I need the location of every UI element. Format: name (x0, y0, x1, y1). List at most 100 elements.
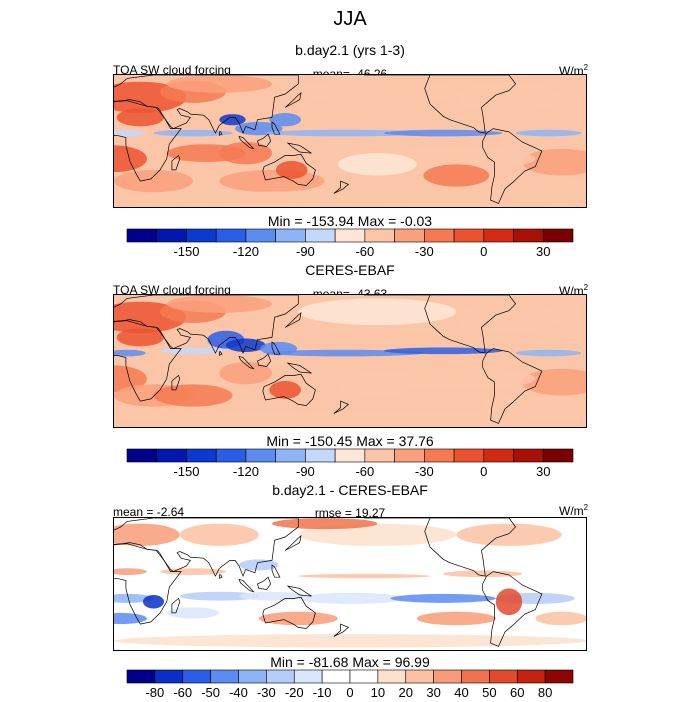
panel1-stats: Min = -153.94 Max = -0.03 (267, 213, 433, 229)
panel3-stats: Min = -81.68 Max = 96.99 (270, 654, 430, 670)
colorbar-bin (461, 669, 490, 684)
coastline-namerica (364, 75, 517, 134)
colorbar-tick-label: -50 (201, 685, 220, 700)
colorbar-bin (321, 669, 351, 684)
colorbar-bin (453, 448, 485, 463)
colorbar-tick-label: -90 (296, 244, 315, 259)
field-region (456, 523, 562, 546)
panel2-stats: Min = -150.45 Max = 37.76 (266, 433, 434, 449)
colorbar-bin (542, 228, 574, 243)
coastline-japan (284, 535, 302, 551)
panel2-map-svg (114, 295, 586, 427)
coastline-india_sl (218, 351, 223, 356)
colorbar-bin (275, 448, 306, 463)
colorbar-tick-label: -60 (173, 685, 192, 700)
coastline-samerica (482, 571, 543, 647)
coastline-africa (114, 100, 182, 182)
field-region (416, 611, 496, 626)
colorbar-bin (349, 669, 379, 684)
colorbar-tick-label: -10 (313, 685, 332, 700)
coastline-nz (333, 180, 350, 194)
colorbar-bin (516, 669, 546, 684)
colorbar-tick-label: -60 (355, 464, 374, 479)
colorbar-tick-label: -150 (173, 244, 199, 259)
field-region (153, 384, 233, 407)
colorbar-tick-label: 30 (536, 244, 550, 259)
coastline-nz (333, 400, 350, 414)
colorbar-bin (483, 228, 514, 243)
field-region (298, 78, 457, 106)
field-region (482, 395, 586, 418)
colorbar-tick-label: -40 (229, 685, 248, 700)
colorbar-bin (186, 228, 217, 243)
colorbar-bin (483, 448, 514, 463)
colorbar-tick-label: 60 (510, 685, 524, 700)
colorbar-bin (182, 669, 211, 684)
colorbar-tick-label: 0 (480, 464, 487, 479)
colorbar-bin (154, 669, 184, 684)
field-region (337, 373, 417, 396)
field-region (179, 591, 259, 601)
field-region (116, 108, 165, 127)
field-region (482, 175, 586, 198)
colorbar-bin (424, 228, 455, 243)
colorbar-tick-label: 50 (482, 685, 496, 700)
field-region (114, 411, 586, 425)
colorbar-tick-label: 30 (536, 464, 550, 479)
field-region (390, 593, 496, 603)
coastline-madagascar (171, 374, 181, 391)
coastline-india_sl (218, 131, 223, 136)
field-region (298, 298, 457, 326)
coastline-philippines (271, 121, 281, 135)
colorbar-bin (433, 669, 462, 684)
coastline-australia (262, 596, 316, 629)
colorbar-bin (305, 448, 336, 463)
coastline-eurasia (114, 518, 299, 578)
field-region (153, 129, 233, 137)
panel1-map-svg (114, 75, 586, 207)
coastline-africa (114, 320, 182, 402)
field-region (160, 347, 226, 355)
colorbar-tick-label: -20 (285, 685, 304, 700)
colorbar-bin (238, 669, 267, 684)
colorbar-bin (215, 448, 247, 463)
coastline-india_sl (218, 574, 223, 579)
coastline-borneo (257, 353, 272, 367)
field-region (166, 144, 246, 163)
panel3-unit: W/m2 (559, 503, 589, 518)
panel3-map-svg (114, 518, 586, 650)
panel3-map (113, 517, 587, 651)
coastline-newguinea (286, 585, 312, 597)
colorbar-tick-label: -120 (233, 464, 259, 479)
field-region (142, 595, 165, 609)
field-region (114, 634, 586, 648)
field-region (114, 169, 193, 193)
coastline-sumatra (238, 135, 255, 150)
colorbar-bin (126, 228, 158, 243)
colorbar-bin (542, 448, 574, 463)
field-region (298, 573, 430, 579)
field-region (166, 607, 220, 619)
coastline-samerica (482, 128, 543, 204)
field-region (423, 164, 490, 187)
field-region (114, 145, 147, 173)
colorbar-tick-label: 0 (346, 685, 353, 700)
field-region (239, 559, 279, 571)
field-region (269, 380, 301, 399)
field-region (114, 349, 146, 357)
colorbar-bin (334, 228, 366, 243)
colorbar-bin (293, 669, 323, 684)
field-region (298, 523, 457, 546)
colorbar-bin (453, 228, 485, 243)
colorbar-bin (156, 448, 187, 463)
colorbar-tick-label: -90 (296, 464, 315, 479)
colorbar-tick-label: -30 (415, 244, 434, 259)
panel2-title: CERES-EBAF (305, 262, 395, 278)
field-region (456, 301, 562, 333)
panel3-rmse: rmse = 19.27 (314, 506, 386, 520)
coastline-eurasia (114, 295, 299, 355)
colorbar-bin (334, 448, 366, 463)
field-region (495, 588, 523, 616)
field-region (166, 295, 272, 313)
field-region (275, 160, 308, 179)
